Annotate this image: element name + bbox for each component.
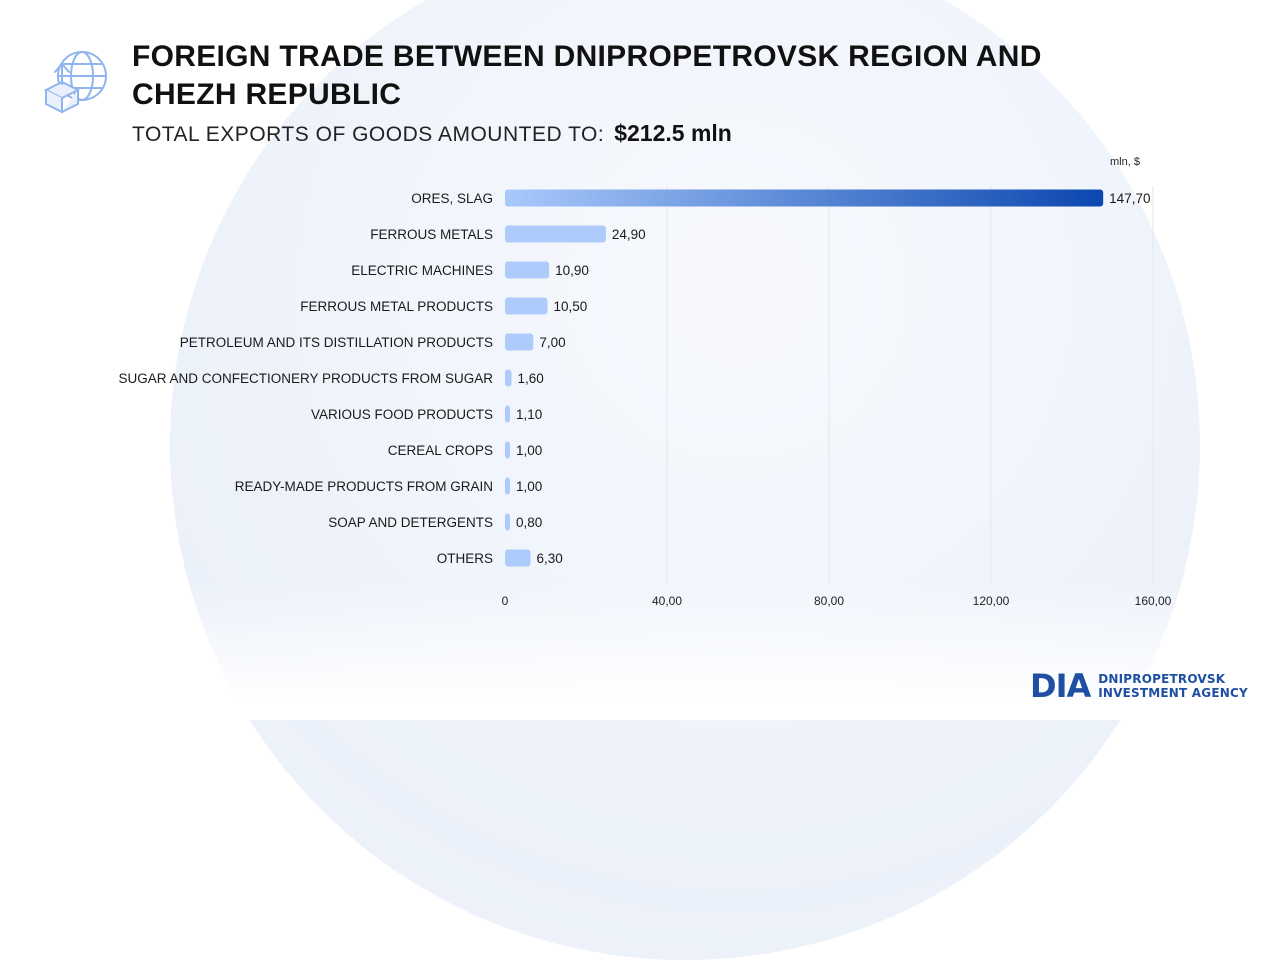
- bar: [505, 189, 1104, 207]
- value-label: 147,70: [1109, 191, 1150, 206]
- logo-line-1: DNIPROPETROVSK: [1098, 672, 1226, 686]
- value-label: 1,10: [516, 407, 542, 422]
- bar: [505, 297, 548, 315]
- dia-logo: DIA DNIPROPETROVSK INVESTMENT AGENCY: [1030, 668, 1248, 704]
- bar: [505, 333, 534, 351]
- subtitle-label: TOTAL EXPORTS OF GOODS AMOUNTED TO:: [132, 123, 605, 146]
- value-label: 0,80: [516, 515, 542, 530]
- category-label: FERROUS METALS: [370, 227, 493, 242]
- bar: [505, 261, 550, 279]
- unit-label: mln, $: [1110, 156, 1140, 168]
- x-axis-ticks: 0 40,00 80,00 120,00 160,00: [502, 594, 1172, 608]
- category-label: READY-MADE PRODUCTS FROM GRAIN: [235, 479, 493, 494]
- bar: [505, 549, 531, 567]
- logo-text: DNIPROPETROVSK INVESTMENT AGENCY: [1098, 672, 1248, 700]
- export-globe-icon: [43, 51, 107, 114]
- page-title: FOREIGN TRADE BETWEEN DNIPROPETROVSK REG…: [132, 40, 1042, 111]
- bar: [505, 477, 510, 495]
- grid-lines: [666, 186, 1154, 582]
- bar-chart: ORES, SLAG FERROUS METALS ELECTRIC MACHINE…: [118, 186, 1172, 608]
- value-label: 6,30: [537, 551, 563, 566]
- value-label: 10,90: [555, 263, 589, 278]
- total-exports-value: $212.5 mln: [614, 120, 732, 146]
- value-label: 24,90: [612, 227, 646, 242]
- bar: [505, 369, 512, 387]
- category-labels: ORES, SLAG FERROUS METALS ELECTRIC MACHINE…: [118, 191, 493, 566]
- category-label: ELECTRIC MACHINES: [351, 263, 493, 278]
- category-label: FERROUS METAL PRODUCTS: [300, 299, 493, 314]
- subtitle: TOTAL EXPORTS OF GOODS AMOUNTED TO: $212…: [132, 120, 732, 147]
- value-labels: 147,70 24,90 10,90 10,50 7,00 1,60 1,10 1,00 1,0…: [516, 191, 1150, 566]
- x-tick-label: 160,00: [1135, 594, 1172, 608]
- value-label: 1,00: [516, 443, 542, 458]
- value-label: 1,60: [517, 371, 543, 386]
- category-label: ORES, SLAG: [411, 191, 493, 206]
- logo-mark: DIA: [1030, 667, 1091, 705]
- x-tick-label: 40,00: [652, 594, 682, 608]
- logo-line-2: INVESTMENT AGENCY: [1098, 686, 1248, 700]
- category-label: SOAP AND DETERGENTS: [328, 515, 493, 530]
- value-label: 7,00: [539, 335, 565, 350]
- category-label: VARIOUS FOOD PRODUCTS: [311, 407, 493, 422]
- x-tick-label: 80,00: [814, 594, 844, 608]
- value-label: 1,00: [516, 479, 542, 494]
- bar: [505, 441, 510, 459]
- category-label: PETROLEUM AND ITS DISTILLATION PRODUCTS: [180, 335, 493, 350]
- background-fade: [0, 580, 1280, 720]
- value-label: 10,50: [554, 299, 588, 314]
- bars: [505, 189, 1104, 567]
- category-label: SUGAR AND CONFECTIONERY PRODUCTS FROM SU…: [118, 371, 493, 386]
- x-tick-label: 0: [502, 594, 509, 608]
- category-label: CEREAL CROPS: [388, 443, 493, 458]
- x-tick-label: 120,00: [973, 594, 1010, 608]
- category-label: OTHERS: [437, 551, 493, 566]
- bar: [505, 513, 510, 531]
- bar: [505, 225, 606, 243]
- bar: [505, 405, 510, 423]
